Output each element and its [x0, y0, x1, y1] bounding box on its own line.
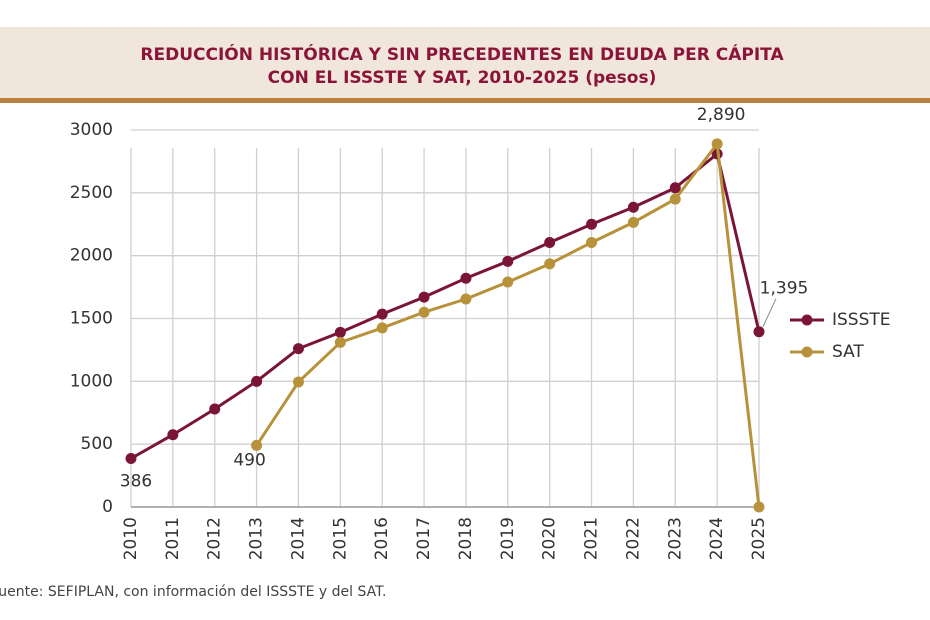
data-point [418, 306, 430, 318]
x-tick-label: 2023 [665, 517, 685, 560]
x-tick-label: 2013 [247, 517, 267, 560]
x-tick-label: 2015 [330, 517, 350, 560]
value-label: 490 [233, 450, 265, 470]
legend-label: SAT [832, 342, 864, 362]
legend-dot [801, 346, 813, 358]
data-point [460, 272, 472, 284]
value-label: 1,395 [760, 279, 809, 299]
x-tick-label: 2022 [623, 517, 643, 560]
data-point [502, 255, 514, 267]
data-point [251, 439, 263, 451]
data-point [418, 291, 430, 303]
x-tick-label: 2018 [456, 517, 476, 560]
x-tick-label: 2014 [288, 517, 308, 560]
x-tick-label: 2011 [163, 517, 183, 560]
data-point [292, 343, 304, 355]
data-point [586, 236, 598, 248]
data-point [753, 501, 765, 513]
data-point [376, 322, 388, 334]
data-point [209, 403, 221, 415]
x-tick-label: 2019 [498, 517, 518, 560]
data-point [586, 218, 598, 230]
data-point [627, 216, 639, 228]
data-point [669, 182, 681, 194]
x-tick-label: 2010 [121, 517, 141, 560]
data-point [376, 308, 388, 320]
header-rule [0, 98, 930, 103]
data-point [334, 326, 346, 338]
y-tick-label: 1000 [70, 371, 113, 391]
header-band [0, 27, 930, 98]
x-tick-label: 2024 [707, 517, 727, 560]
data-point [502, 276, 514, 288]
data-point [669, 193, 681, 205]
y-tick-label: 2500 [70, 183, 113, 203]
y-tick-label: 2000 [70, 246, 113, 266]
y-tick-label: 1500 [70, 309, 113, 329]
x-tick-label: 2012 [205, 517, 225, 560]
x-tick-label: 2017 [414, 517, 434, 560]
data-point [753, 326, 765, 338]
y-tick-label: 500 [81, 434, 113, 454]
legend-label: ISSSTE [832, 310, 891, 330]
x-tick-label: 2020 [540, 517, 560, 560]
data-point [334, 336, 346, 348]
y-tick-label: 3000 [70, 120, 113, 140]
chart-subtitle: CON EL ISSSTE Y SAT, 2010-2025 (pesos) [268, 68, 657, 88]
data-point [544, 236, 556, 248]
legend-dot [801, 314, 813, 326]
label-leader [762, 298, 777, 327]
data-point [544, 258, 556, 270]
data-point [292, 376, 304, 388]
data-point [460, 293, 472, 305]
data-point [251, 375, 263, 387]
value-label: 2,890 [697, 105, 746, 125]
data-point [125, 452, 137, 464]
x-tick-label: 2025 [749, 517, 769, 560]
value-label: 386 [120, 471, 152, 491]
chart-title: REDUCCIÓN HISTÓRICA Y SIN PRECEDENTES EN… [140, 43, 784, 65]
data-point [167, 429, 179, 441]
data-point [711, 138, 723, 150]
x-tick-label: 2021 [582, 517, 602, 560]
source-note: Fuente: SEFIPLAN, con información del IS… [0, 584, 386, 600]
data-point [627, 201, 639, 213]
x-tick-label: 2016 [372, 517, 392, 560]
y-tick-label: 0 [102, 497, 113, 517]
series-line [130, 151, 761, 460]
